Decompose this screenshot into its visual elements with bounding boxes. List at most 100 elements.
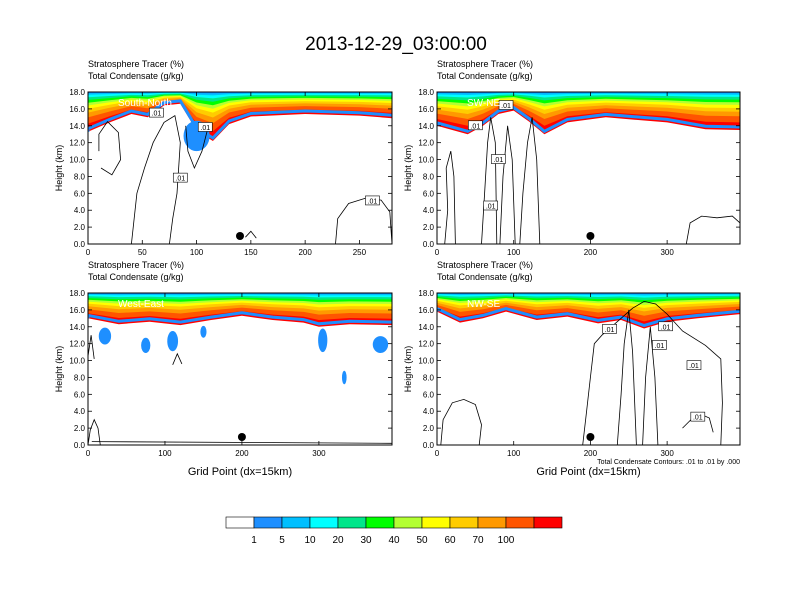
panel-bottom-left: West-East 0 100 200 300 0.0 2.0 4.0 6.0 8.0 10.0 12…: [54, 260, 393, 478]
condensate-contour-4: [245, 230, 257, 239]
colorbar-label: 5: [279, 535, 285, 546]
section-label: SW-NE: [467, 98, 500, 109]
contour-label-3: .01: [686, 360, 702, 370]
contour-label-text: .01: [200, 125, 210, 132]
section-label: South-North: [118, 98, 172, 109]
x-tick-label: 0: [435, 449, 440, 458]
condensate-contour-2: [172, 352, 183, 365]
tracer-front: [437, 306, 740, 328]
colorbar-label: 100: [498, 535, 515, 546]
contour-label-box: [172, 172, 188, 183]
location-marker: [586, 232, 595, 240]
x-axis-label: Grid Point (dx=15km): [536, 466, 640, 478]
panel-bottom-right: .01 .01 .01 .01 .01 NW-SE 0 100 200 300 0.0 2.0 4.0 6…: [403, 260, 741, 478]
y-tick-label: 0.0: [74, 240, 86, 249]
contour-label-box: [602, 324, 617, 334]
contour-label-box: [498, 100, 514, 110]
colorbar-label: 50: [416, 535, 428, 546]
contour-label-0: .01: [602, 324, 617, 334]
colorbar-label: 10: [304, 535, 316, 546]
contour-label-text: .01: [368, 198, 378, 205]
condensate-contour-3: [335, 197, 392, 244]
y-axis-label: Height (km): [54, 145, 64, 192]
condensate-contour-3: [642, 326, 659, 445]
colorbar-swatch-4: [337, 516, 367, 529]
y-axis-label: Height (km): [403, 346, 413, 393]
colorbar-label: 1: [251, 535, 257, 546]
condensate-contour-0: [444, 150, 456, 244]
y-tick-label: 10.0: [69, 357, 85, 366]
contour-label-text: .01: [501, 103, 511, 110]
header-line-1: Stratosphere Tracer (%): [437, 59, 533, 69]
plot-frame: [87, 91, 393, 245]
y-tick-label: 2.0: [74, 223, 86, 232]
y-tick-label: 18.0: [69, 289, 85, 298]
y-tick-label: 0.0: [423, 240, 435, 249]
condensate-contour-0: [440, 398, 482, 445]
colorbar: 1 5 10 20 30 40 50 60 70 100: [225, 516, 563, 546]
contour-label-box: [491, 154, 506, 164]
y-tick-label: 16.0: [418, 105, 434, 114]
x-tick-label: 200: [584, 248, 598, 257]
y-tick-label: 6.0: [423, 390, 435, 399]
contour-label-text: .01: [693, 415, 703, 422]
y-tick-label: 4.0: [423, 206, 435, 215]
y-tick-label: 10.0: [69, 156, 85, 165]
x-tick-label: 100: [190, 248, 204, 257]
contour-label-box: [197, 122, 213, 132]
colorbar-swatch-7: [421, 516, 451, 529]
contour-label-0: .01: [498, 100, 514, 110]
colorbar-swatch-5: [365, 516, 395, 529]
location-marker: [586, 433, 595, 441]
y-tick-label: 12.0: [69, 139, 85, 148]
header-line-2: Total Condensate (g/kg): [437, 272, 533, 282]
x-tick-label: 200: [298, 248, 312, 257]
contour-label-2: .01: [652, 340, 667, 350]
x-tick-label: 0: [86, 449, 91, 458]
contour-label-3: .01: [365, 195, 380, 205]
y-tick-label: 14.0: [418, 122, 434, 131]
contour-label-box: [483, 200, 498, 211]
contour-label-1: .01: [658, 321, 673, 331]
y-tick-label: 16.0: [69, 105, 85, 114]
colorbar-swatch-9: [477, 516, 507, 529]
contour-label-text: .01: [661, 324, 671, 331]
y-tick-label: 18.0: [69, 88, 85, 97]
colorbar-swatch-1: [253, 516, 283, 529]
y-tick-label: 4.0: [423, 407, 435, 416]
condensate-contour-4: [685, 215, 740, 244]
y-tick-label: 6.0: [74, 189, 86, 198]
condensate-contour-2: [616, 309, 637, 445]
contour-label-1: .01: [468, 120, 483, 130]
y-tick-label: 18.0: [418, 289, 434, 298]
x-tick-label: 300: [312, 449, 326, 458]
y-tick-label: 4.0: [74, 206, 86, 215]
condensate-contour-2: [499, 125, 516, 244]
location-marker: [237, 433, 246, 441]
header-line-1: Stratosphere Tracer (%): [437, 260, 533, 270]
plot-frame: [87, 292, 393, 446]
contour-label-box: [690, 411, 706, 422]
colorbar-swatch-3: [309, 516, 339, 529]
contour-label-1: .01: [197, 122, 213, 132]
header-line-1: Stratosphere Tracer (%): [88, 59, 184, 69]
tracer-front: [88, 311, 392, 326]
y-tick-label: 10.0: [418, 357, 434, 366]
header-line-2: Total Condensate (g/kg): [437, 71, 533, 81]
colorbar-label: 20: [332, 535, 344, 546]
tracer-blob-5: [341, 370, 347, 385]
section-label: West-East: [118, 299, 164, 310]
y-tick-label: 6.0: [423, 189, 435, 198]
y-tick-label: 10.0: [418, 156, 434, 165]
contour-label-text: .01: [605, 327, 615, 334]
x-tick-label: 0: [435, 248, 440, 257]
contour-label-4: .01: [690, 411, 706, 422]
colorbar-swatch-10: [505, 516, 535, 529]
x-tick-label: 250: [353, 248, 367, 257]
contour-label-text: .01: [470, 123, 480, 130]
contour-footnote: Total Condensate Contours: .01 to .01 by…: [597, 459, 740, 466]
colorbar-swatch-2: [281, 516, 311, 529]
y-tick-label: 2.0: [74, 424, 86, 433]
header-line-2: Total Condensate (g/kg): [88, 71, 184, 81]
